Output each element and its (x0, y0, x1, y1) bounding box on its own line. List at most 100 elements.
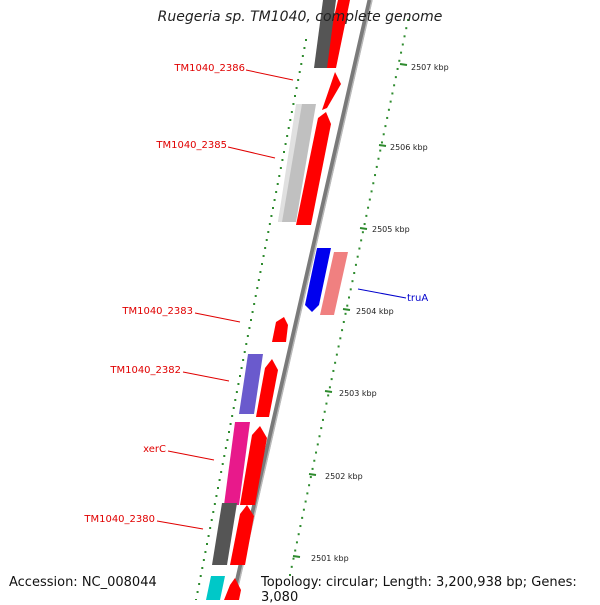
scale-dot (210, 519, 213, 521)
scale-dot (217, 487, 219, 489)
scale-dot (389, 100, 392, 103)
scale-dot (240, 367, 243, 369)
scale-dot (281, 159, 284, 161)
scale-dot (384, 125, 387, 128)
scale-dot (276, 183, 279, 185)
scale-dot (325, 402, 328, 405)
scale-dot (294, 549, 297, 552)
scale-dot (334, 361, 337, 364)
scale-dot (360, 239, 363, 242)
scale-dot (235, 391, 238, 393)
scale-dot (257, 279, 260, 281)
scale-dot (202, 559, 205, 561)
scale-dot (394, 76, 397, 79)
cds-arrow (240, 426, 267, 505)
scale-dot (396, 67, 399, 70)
scale-dot (380, 141, 383, 144)
scale-dot (279, 167, 282, 169)
scale-dot (265, 239, 268, 241)
scale-dot (370, 190, 373, 193)
leader-line (182, 371, 230, 382)
scale-dot (353, 272, 356, 275)
scale-dot (297, 533, 300, 536)
scale-dot (318, 435, 321, 438)
scale-dot (358, 247, 361, 250)
leader-line (227, 146, 276, 159)
cds-arrow (296, 112, 331, 225)
gene-label: TM1040_2385 (155, 140, 227, 151)
scale-dot (226, 439, 229, 441)
scale-dot (330, 378, 333, 381)
scale-dot (224, 447, 227, 449)
scale-dot (270, 215, 273, 217)
scale-tick (308, 473, 317, 476)
scale-tick-label: 2505 kbp (372, 225, 410, 234)
scale-dot (372, 182, 375, 185)
scale-dot (332, 369, 335, 372)
scale-tick (359, 227, 368, 230)
scale-dot (243, 351, 246, 353)
scale-dot (253, 303, 256, 305)
cds-arrow (322, 72, 341, 110)
scale-dot (315, 451, 318, 454)
cds-arrow (256, 359, 278, 417)
scale-dot (295, 87, 298, 89)
scale-dot (199, 575, 202, 577)
scale-dot (320, 427, 323, 430)
scale-tick (378, 144, 387, 147)
gene-cyan (206, 576, 225, 600)
scale-tick-label: 2502 kbp (325, 472, 363, 481)
scale-dot (375, 165, 378, 168)
leader-line (156, 520, 204, 530)
scale-dot (261, 263, 263, 265)
scale-dot (368, 198, 371, 201)
gene-label: TM1040_2380 (83, 514, 155, 525)
scale-dot (251, 311, 254, 313)
scale-dot (239, 375, 241, 377)
gene-label: TM1040_2382 (109, 365, 181, 376)
gene-track (206, 0, 348, 600)
gene-purple (239, 354, 263, 414)
scale-dot (220, 471, 223, 473)
leader-line (167, 450, 215, 461)
scale-tick-label: 2503 kbp (339, 389, 377, 398)
scale-dot (387, 108, 390, 111)
scale-dot (306, 492, 309, 495)
scale-dot (201, 567, 204, 569)
gene-gray (278, 104, 316, 222)
scale-dot (341, 329, 344, 332)
scale-dot (292, 557, 295, 560)
scale-dot (272, 207, 274, 209)
scale-dot (346, 304, 349, 307)
scale-dot (339, 337, 342, 340)
gene-label-leaders (156, 69, 407, 530)
scale-dot (363, 223, 366, 226)
scale-dot (290, 565, 293, 568)
scale-tick-label: 2506 kbp (390, 143, 428, 152)
scale-dot (386, 116, 389, 119)
scale-dot (242, 359, 245, 361)
outer-scale-dots (289, 19, 409, 576)
scale-dot (215, 495, 218, 497)
scale-tick (399, 63, 408, 66)
scale-tick (292, 555, 301, 558)
scale-dot (391, 92, 394, 95)
scale-dot (246, 335, 249, 337)
genome-backbone-highlight (234, 0, 373, 600)
scale-dot (275, 191, 278, 193)
scale-dot (286, 135, 289, 137)
scale-dot (207, 535, 210, 537)
scale-dot (311, 467, 314, 470)
scale-dot (234, 399, 237, 401)
scale-dot (228, 431, 230, 433)
scale-dot (382, 133, 385, 136)
scale-dot (287, 127, 290, 129)
scale-dot (344, 312, 347, 315)
scale-dot (237, 383, 240, 385)
scale-dot (335, 353, 338, 356)
scale-dot (379, 149, 382, 152)
scale-dot (305, 39, 307, 41)
cds-arrow (224, 578, 241, 600)
scale-dot (209, 527, 212, 529)
